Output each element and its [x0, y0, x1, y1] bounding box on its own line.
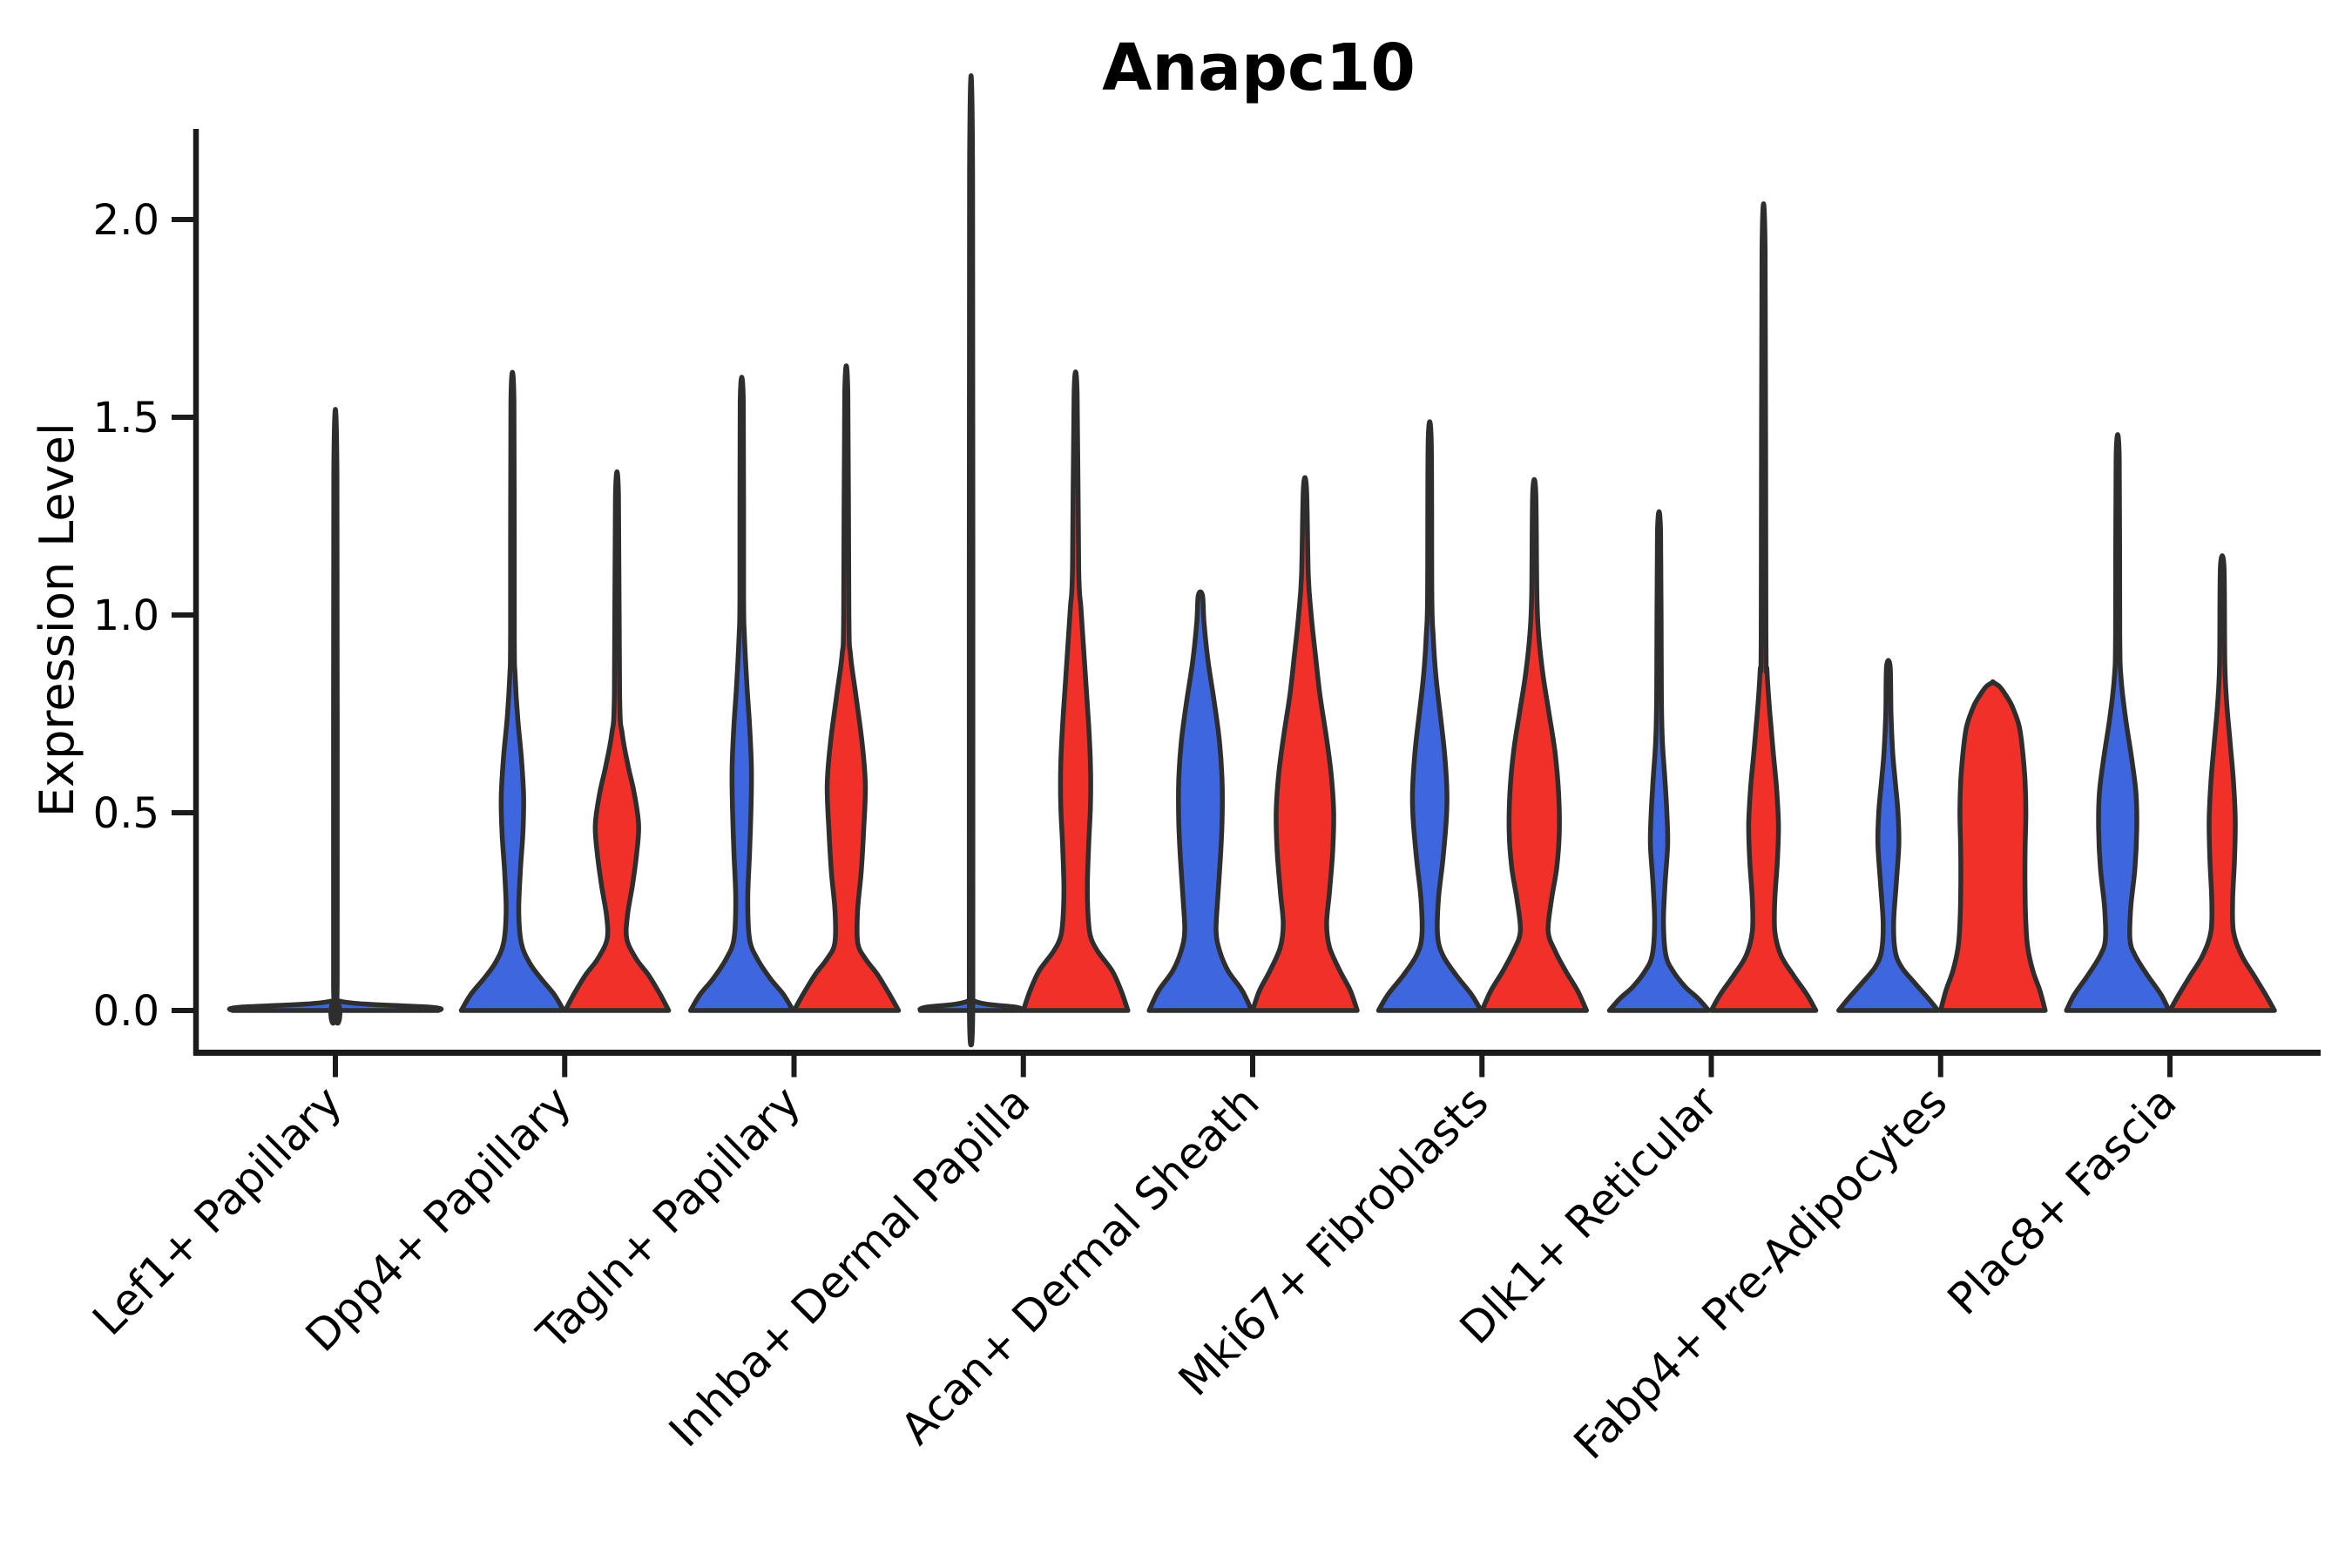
violin-acan-group2	[1250, 475, 1360, 1013]
violin-tagln-group1	[687, 375, 796, 1013]
y-tick-label: 0.5	[93, 789, 159, 838]
x-tick-label: Plac8+ Fascia	[1938, 1077, 2186, 1325]
violin-tagln-group2	[791, 363, 902, 1013]
violin-inhba-group2	[1021, 369, 1131, 1013]
y-tick-label: 2.0	[93, 196, 159, 245]
violin-mki67-group2	[1479, 476, 1590, 1013]
violin-inhba-group1	[917, 73, 1025, 1048]
violin-mki67-group1	[1375, 419, 1484, 1013]
violin-plac8-group2	[2167, 553, 2277, 1013]
x-tick-label: Fabp4+ Pre-Adipocytes	[1565, 1077, 1957, 1470]
x-tick-label: Lef1+ Papillary	[83, 1077, 351, 1345]
violin-acan-group1	[1146, 589, 1254, 1013]
y-tick-label: 1.0	[93, 591, 159, 640]
violin-lef1-group1	[226, 407, 444, 1026]
violin-plac8-group1	[2064, 432, 2172, 1013]
y-axis-label: Expression Level	[30, 422, 84, 817]
violin-dpp4-group1	[458, 369, 566, 1013]
violin-dlk1-group1	[1606, 509, 1712, 1013]
violin-dlk1-group2	[1708, 201, 1819, 1013]
chart-title: Anapc10	[1102, 30, 1416, 105]
violin-fabp4-group1	[1836, 658, 1941, 1013]
violin-fabp4-group2	[1938, 679, 2048, 1013]
violin-dpp4-group2	[563, 470, 672, 1013]
y-tick-label: 0.0	[93, 987, 159, 1036]
y-tick-label: 1.5	[93, 394, 159, 443]
